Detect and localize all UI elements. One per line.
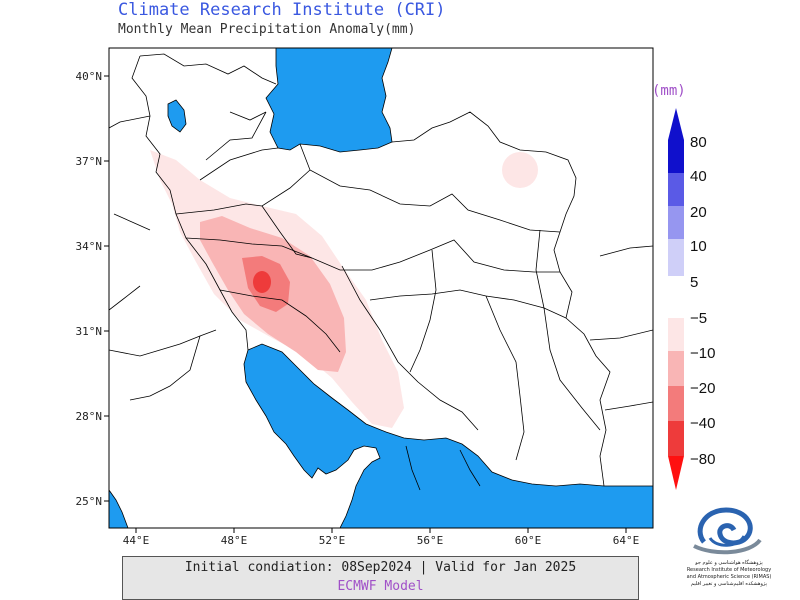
- legend-swatch: [668, 140, 684, 173]
- anomaly-shading: [150, 150, 538, 428]
- legend-label: −20: [690, 380, 715, 397]
- caspian-sea: [265, 48, 393, 153]
- lat-label: 40°N: [76, 70, 103, 83]
- legend-swatch: [668, 318, 684, 351]
- red-sea-edge: [109, 489, 129, 528]
- page-title: Climate Research Institute (CRI): [118, 0, 446, 20]
- page-subtitle: Monthly Mean Precipitation Anomaly(mm): [118, 22, 416, 37]
- logo-text-fa: پژوهشگاه هواشناسی و علوم جو: [695, 560, 763, 566]
- footer-box: Initial condiation: 08Sep2024 | Valid fo…: [122, 556, 639, 600]
- rimas-logo: پژوهشگاه هواشناسی و علوم جو Research Ins…: [664, 500, 794, 596]
- legend-unit: (mm): [652, 83, 686, 99]
- lat-label: 34°N: [76, 240, 103, 253]
- legend-swatch: [668, 386, 684, 421]
- lon-label: 52°E: [319, 534, 346, 547]
- lat-label: 37°N: [76, 155, 103, 168]
- persian-gulf: [243, 343, 653, 528]
- boundaries: [109, 53, 653, 491]
- lon-axis: 44°E 48°E 52°E 56°E 60°E 64°E: [123, 528, 640, 547]
- legend-swatch: [668, 421, 684, 456]
- legend-label: 40: [690, 168, 707, 185]
- legend-label: 10: [690, 238, 707, 255]
- lon-label: 64°E: [613, 534, 640, 547]
- lat-label: 28°N: [76, 410, 103, 423]
- legend-label: 80: [690, 134, 707, 151]
- lat-label: 25°N: [76, 495, 103, 508]
- legend-swatch: [668, 351, 684, 386]
- legend-swatch: [668, 206, 684, 239]
- logo-text-en2: and Atmospheric Science (RIMAS): [686, 574, 772, 580]
- legend-arrow-down: [668, 456, 684, 490]
- lat-axis: 40°N 37°N 34°N 31°N 28°N 25°N: [76, 70, 109, 508]
- lon-label: 56°E: [417, 534, 444, 547]
- legend-swatch: [668, 173, 684, 206]
- map-frame: [108, 47, 654, 529]
- lon-label: 48°E: [221, 534, 248, 547]
- legend-swatch: [668, 239, 684, 276]
- legend-colorbar: 80 40 20 10 5 −5 −10 −20 −40 −80: [668, 108, 715, 490]
- legend-label: −5: [690, 310, 707, 327]
- legend-label: −80: [690, 451, 715, 468]
- lat-label: 31°N: [76, 325, 103, 338]
- logo-text-fa2: پژوهشکده اقلیم‌شناسی و تغییر اقلیم: [690, 581, 768, 587]
- lake-urmia: [167, 99, 187, 133]
- lon-label: 44°E: [123, 534, 150, 547]
- legend-label: 20: [690, 204, 707, 221]
- legend-label: −10: [690, 345, 715, 362]
- legend-label: 5: [690, 274, 698, 291]
- legend-arrow-up: [668, 108, 684, 140]
- footer-initial-condition: Initial condiation: 08Sep2024 | Valid fo…: [184, 560, 577, 575]
- footer-model-name: ECMWF Model: [337, 579, 424, 594]
- lon-label: 60°E: [515, 534, 542, 547]
- logo-swirl-icon: [693, 507, 762, 555]
- logo-text-en1: Research Institute of Meteorology: [686, 567, 772, 573]
- legend-label: −40: [690, 415, 715, 432]
